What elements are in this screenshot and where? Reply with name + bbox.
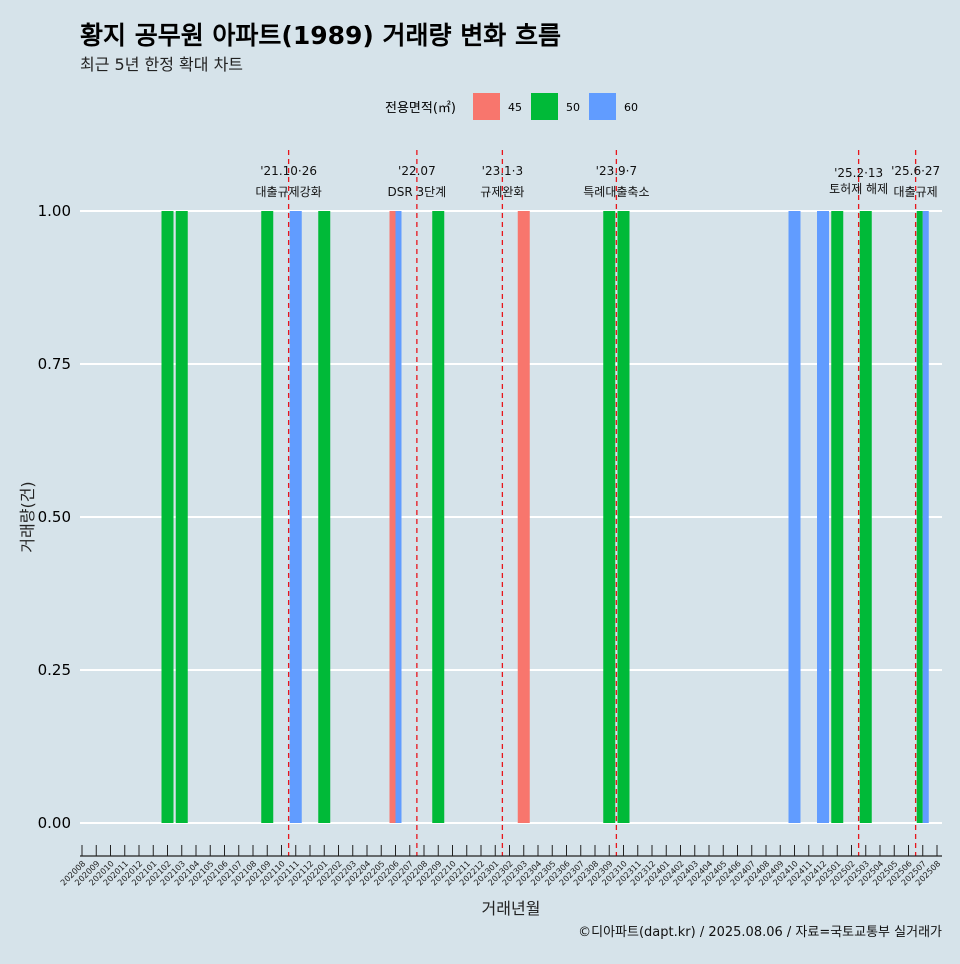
bar-60	[817, 211, 829, 823]
bar-50	[161, 211, 174, 823]
bar-50	[175, 211, 188, 823]
y-tick-label: 0.25	[38, 661, 71, 679]
legend-swatch-50	[531, 93, 558, 120]
event-date-label: '23.9·7	[596, 164, 637, 178]
bar-50	[603, 211, 616, 823]
legend-swatch-60	[589, 93, 616, 120]
chart-caption: ©디아파트(dapt.kr) / 2025.08.06 / 자료=국토교통부 실…	[578, 925, 942, 940]
event-date-label: '25.6·27	[891, 164, 940, 178]
event-label: DSR 3단계	[388, 185, 447, 199]
event-label: 대출규제	[894, 185, 938, 199]
bar-50	[432, 211, 445, 823]
bar-45	[517, 211, 530, 823]
axes: 2020082020092020102020112020122021012021…	[58, 845, 942, 888]
event-date-label: '22.07	[398, 164, 436, 178]
bar-50	[916, 211, 923, 823]
bar-60	[788, 211, 801, 823]
y-axis-title: 거래량(건)	[18, 481, 37, 552]
y-tick-label: 0.50	[38, 508, 71, 526]
bar-50	[261, 211, 274, 823]
legend: 전용면적(㎡) 45 50 60	[385, 93, 638, 120]
event-lines: '21.10·26 대출규제강화 '22.07 DSR 3단계 '23.1·3 규제완화 '…	[256, 150, 940, 856]
bar-60	[922, 211, 929, 823]
bar-45	[389, 211, 396, 823]
chart-title: 황지 공무원 아파트(1989) 거래량 변화 흐름	[80, 21, 561, 50]
bar-60	[289, 211, 302, 823]
event-label: 규제완화	[480, 185, 524, 199]
event-label: 토허제 해제	[829, 182, 888, 196]
legend-label: 50	[566, 101, 580, 114]
x-axis-title: 거래년월	[482, 899, 541, 918]
bar-50	[318, 211, 331, 823]
bar-50	[831, 211, 844, 823]
event-label: 대출규제강화	[256, 185, 322, 199]
y-tick-label: 0.00	[38, 814, 71, 832]
y-tick-label: 1.00	[38, 202, 71, 220]
event-date-label: '25.2·13	[834, 166, 883, 180]
chart-subtitle: 최근 5년 한정 확대 차트	[80, 55, 243, 74]
event-date-label: '23.1·3	[482, 164, 523, 178]
legend-label: 45	[508, 101, 522, 114]
bars	[161, 211, 929, 823]
legend-label: 60	[624, 101, 638, 114]
event-date-label: '21.10·26	[260, 164, 317, 178]
legend-swatch-45	[473, 93, 500, 120]
legend-title: 전용면적(㎡)	[385, 101, 456, 116]
event-label: 특례대출축소	[583, 185, 649, 199]
y-tick-label: 0.75	[38, 355, 71, 373]
bar-60	[395, 211, 402, 823]
bar-50	[859, 211, 872, 823]
bar-50	[617, 211, 630, 823]
